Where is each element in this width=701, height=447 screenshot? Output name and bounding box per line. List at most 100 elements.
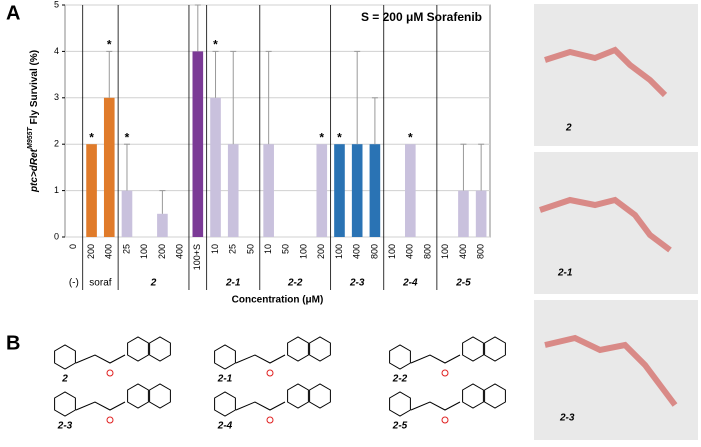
group-label: 2-5 — [455, 278, 471, 289]
ring — [54, 391, 76, 417]
significance-star: * — [337, 130, 342, 144]
ring — [484, 336, 506, 362]
x-tick-label: 400 — [174, 244, 184, 259]
compound-label: 2 — [61, 374, 68, 385]
ring — [484, 383, 506, 409]
carbonyl-o — [441, 416, 449, 424]
bar — [316, 144, 328, 237]
compound-label: 2-4 — [217, 421, 233, 432]
bar — [86, 144, 97, 237]
ring — [149, 336, 171, 362]
x-tick-label: 10 — [263, 244, 273, 254]
chart-title: S = 200 μM Sorafenib — [361, 10, 482, 24]
bar — [121, 190, 133, 237]
ring — [127, 383, 149, 409]
x-tick-label: 100 — [440, 244, 450, 259]
x-tick-label: 800 — [422, 244, 432, 259]
significance-star: * — [125, 130, 130, 144]
bond — [75, 354, 126, 364]
bar — [351, 144, 363, 237]
bar — [157, 213, 168, 237]
x-tick-label: 100 — [298, 244, 308, 259]
bar — [227, 144, 239, 237]
ring — [309, 383, 331, 409]
panel-letter: B — [6, 332, 20, 354]
x-tick-label: 400 — [458, 244, 468, 259]
bar — [369, 144, 381, 237]
bond — [410, 354, 461, 364]
x-tick-label: 100+S — [192, 244, 202, 270]
model-label: 2-3 — [559, 413, 575, 424]
bar — [210, 97, 221, 237]
ligand — [544, 334, 678, 407]
group-label: soraf — [89, 278, 111, 289]
ring — [389, 344, 411, 370]
carbonyl-o — [106, 416, 114, 424]
ring — [389, 391, 411, 417]
x-tick-label: 100 — [387, 244, 397, 259]
ring — [149, 383, 171, 409]
compound-label: 2-1 — [217, 374, 233, 385]
y-axis-label-part: M955T — [27, 126, 34, 149]
carbonyl-o — [266, 416, 274, 424]
carbonyl-o — [106, 369, 114, 377]
bar — [405, 144, 416, 237]
bond — [410, 401, 461, 411]
compound-label: 2-3 — [57, 421, 73, 432]
significance-star: * — [213, 38, 218, 52]
x-tick-label: 400 — [405, 244, 415, 259]
x-tick-label: 0 — [68, 244, 78, 249]
bar — [103, 97, 115, 237]
y-axis-label-part: Fly Survival (%) — [29, 50, 40, 127]
ligand — [539, 196, 672, 253]
x-tick-label: 50 — [281, 244, 291, 254]
bar — [263, 144, 274, 237]
model-image — [534, 4, 698, 146]
y-tick-label: 3 — [54, 92, 59, 102]
bar — [334, 144, 345, 237]
carbonyl-o — [266, 369, 274, 377]
compound-label: 2-5 — [392, 421, 408, 432]
model-image — [534, 300, 698, 440]
panel-c: 2 2-1 2-3 — [534, 4, 698, 440]
group-label: 2-4 — [402, 278, 418, 289]
model-label: 2 — [565, 123, 572, 134]
model-image — [534, 152, 698, 294]
x-tick-label: 100 — [139, 244, 149, 259]
bar — [475, 190, 487, 237]
group-label: 2-1 — [225, 278, 241, 289]
x-tick-label: 200 — [86, 244, 96, 259]
x-tick-label: 100 — [334, 244, 344, 259]
x-tick-label: 800 — [369, 244, 379, 259]
bond — [235, 354, 286, 364]
ring — [309, 336, 331, 362]
ring — [287, 383, 309, 409]
x-axis-label: Concentration (μM) — [232, 295, 324, 306]
significance-star: * — [319, 130, 324, 144]
y-tick-label: 1 — [54, 185, 59, 195]
bar — [192, 51, 204, 238]
y-axis-label-part: ptc>dRet — [29, 148, 40, 193]
x-tick-label: 800 — [476, 244, 486, 259]
ligand — [544, 46, 668, 98]
group-label: 2-2 — [287, 278, 303, 289]
x-tick-label: 25 — [121, 244, 131, 254]
y-tick-label: 2 — [54, 139, 59, 149]
ring — [462, 383, 484, 409]
group-label: 2-3 — [349, 278, 365, 289]
x-tick-label: 50 — [245, 244, 255, 254]
ring — [462, 336, 484, 362]
x-tick-label: 10 — [210, 244, 220, 254]
y-tick-label: 5 — [54, 0, 59, 9]
y-tick-label: 4 — [54, 46, 59, 56]
group-label: 2 — [150, 278, 157, 289]
ring — [214, 391, 236, 417]
compound-label: 2-2 — [392, 374, 408, 385]
significance-star: * — [408, 130, 413, 144]
x-tick-label: 200 — [157, 244, 167, 259]
x-tick-label: 200 — [316, 244, 326, 259]
significance-star: * — [89, 130, 94, 144]
group-label: (-) — [69, 278, 79, 289]
carbonyl-o — [441, 369, 449, 377]
